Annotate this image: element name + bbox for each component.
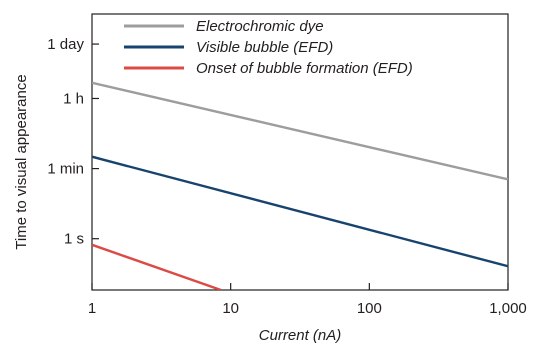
- series-line-1: [92, 81, 508, 181]
- x-tick-label: 10: [222, 300, 239, 317]
- y-tick-label: 1 day: [47, 36, 84, 53]
- series-line-2: [92, 155, 508, 268]
- legend-label: Electrochromic dye: [196, 18, 324, 35]
- legend-label: Visible bubble (EFD): [196, 39, 333, 56]
- x-tick-label: 1,000: [489, 300, 527, 317]
- y-tick-label: 1 h: [63, 90, 84, 107]
- legend: Electrochromic dye Visible bubble (EFD) On…: [124, 18, 413, 77]
- axes-layer: 1 10 100 1,000 1 s 1 min 1 h 1 day: [47, 36, 526, 317]
- y-axis-title: Time to visual appearance: [13, 74, 30, 249]
- legend-item: Electrochromic dye: [124, 18, 324, 35]
- series-line-3: [92, 243, 222, 290]
- plot-frame: [91, 13, 509, 291]
- x-axis-title: Current (nA): [259, 327, 342, 344]
- y-tick-label: 1 min: [47, 161, 84, 178]
- x-tick-label: 100: [357, 300, 382, 317]
- plot-area: [91, 13, 509, 291]
- legend-item: Onset of bubble formation (EFD): [124, 60, 413, 77]
- x-tick-label: 1: [88, 300, 96, 317]
- legend-label: Onset of bubble formation (EFD): [196, 60, 413, 77]
- series-layer: [92, 81, 508, 290]
- legend-item: Visible bubble (EFD): [124, 39, 333, 56]
- y-tick-label: 1 s: [64, 231, 84, 248]
